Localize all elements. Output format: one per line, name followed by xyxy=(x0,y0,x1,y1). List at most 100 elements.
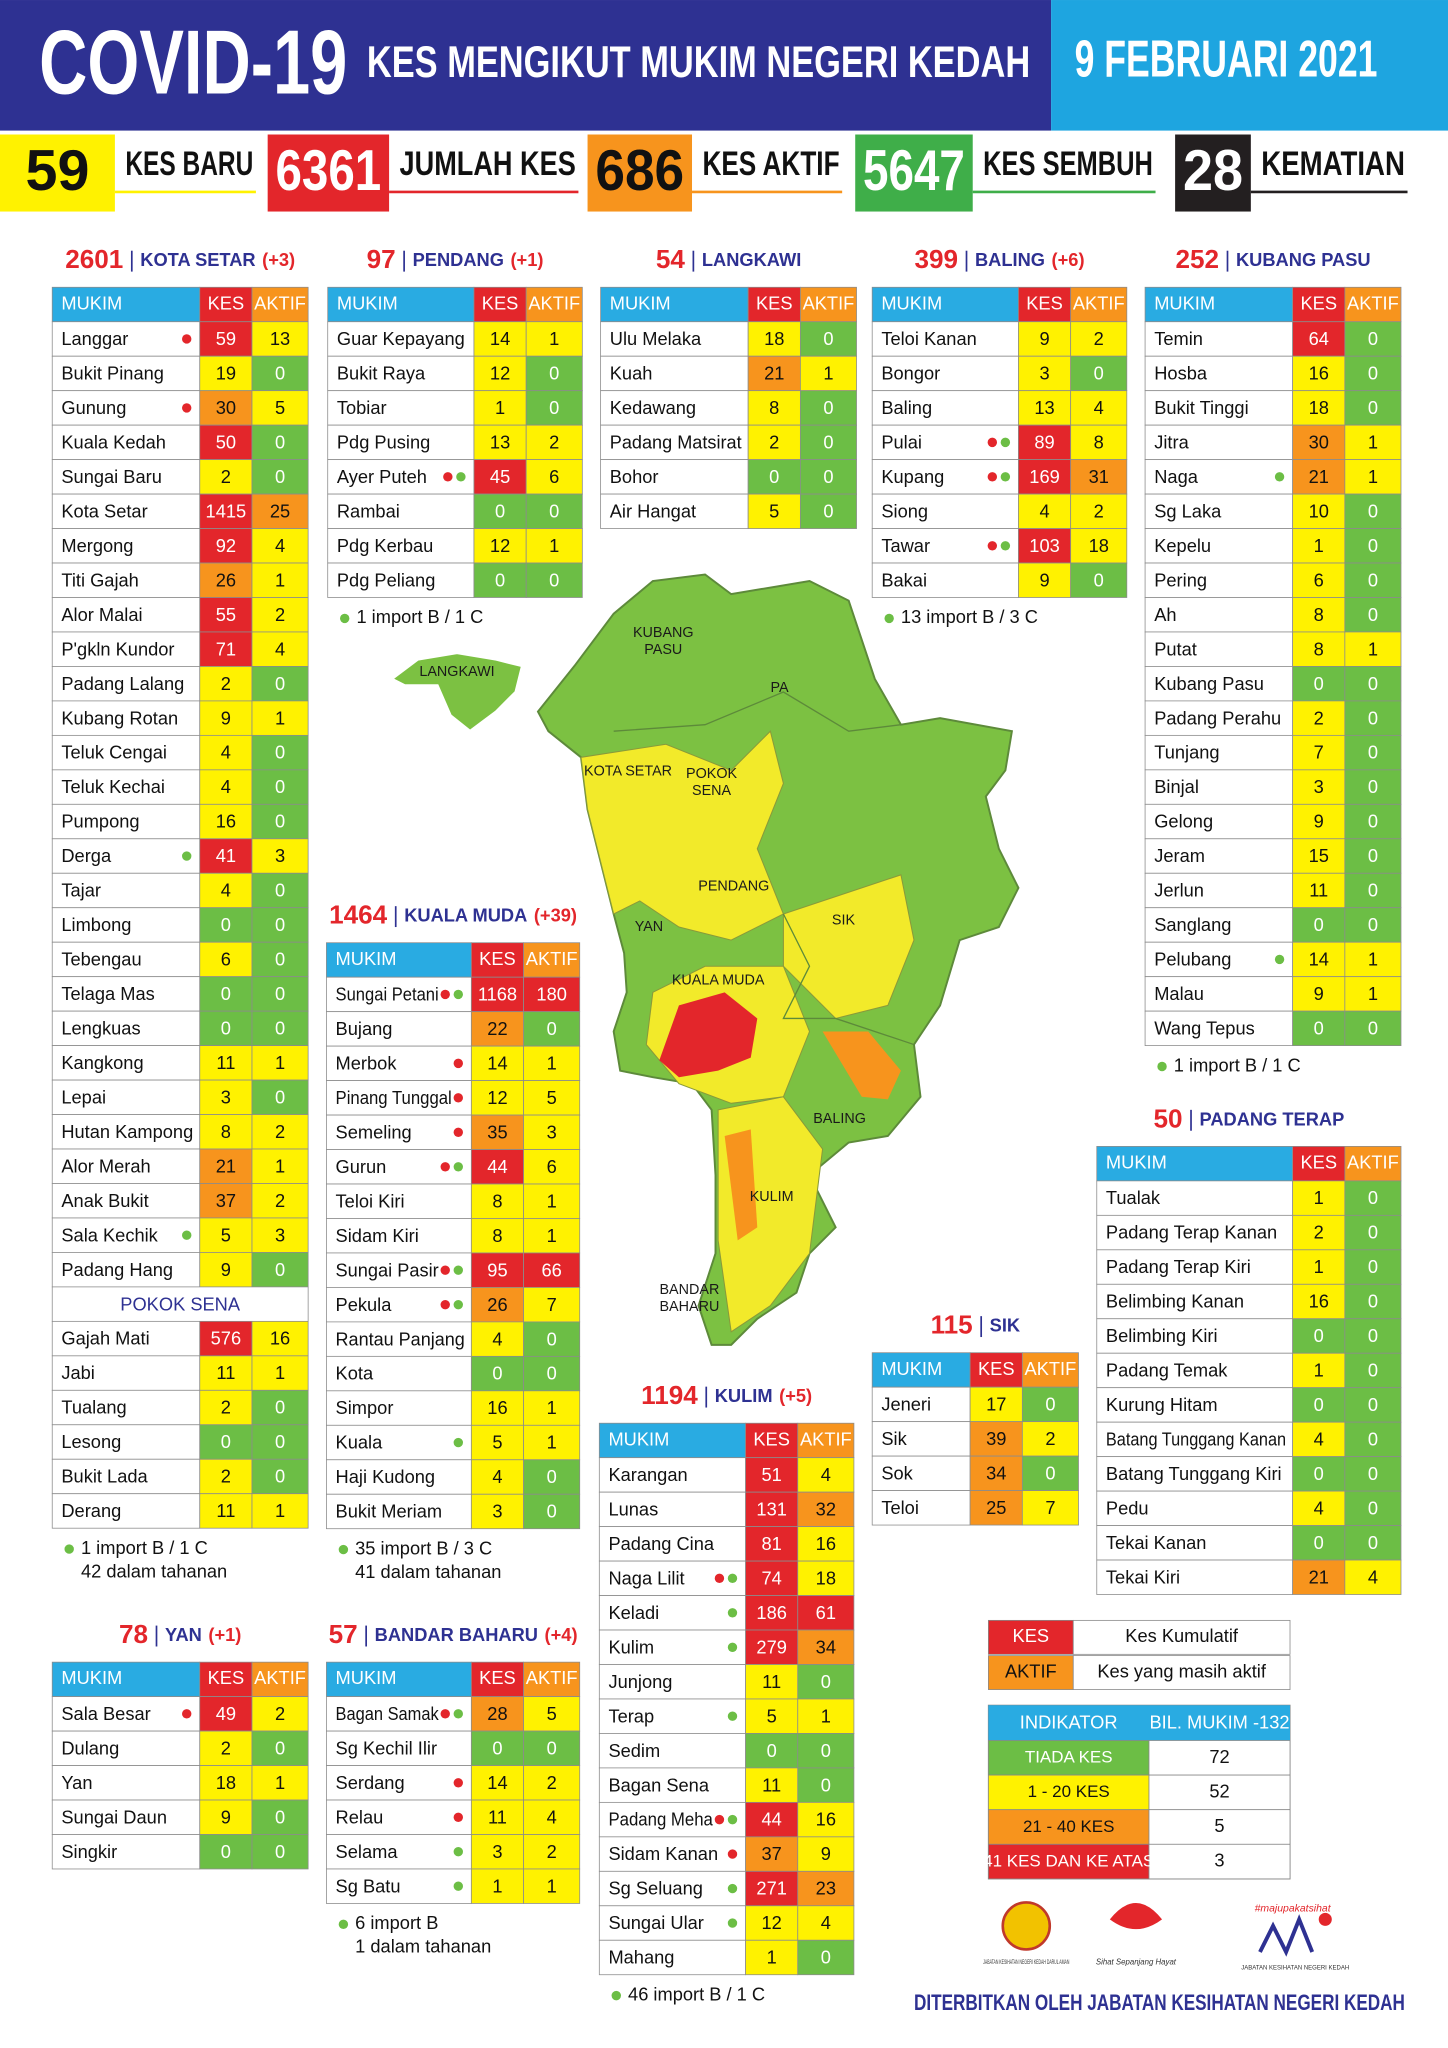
table-cell xyxy=(1096,1525,1294,1561)
table-cell xyxy=(251,286,309,323)
logo-figures xyxy=(1258,1914,1315,1957)
district-name: SIK xyxy=(990,1314,1021,1335)
table-cell xyxy=(1292,286,1346,323)
aktif-value: 1 xyxy=(275,1155,285,1176)
table-cell xyxy=(251,493,309,529)
aktif-value: 4 xyxy=(821,1464,831,1485)
mukim-name: Kuah xyxy=(610,363,653,384)
table-cell xyxy=(251,1010,309,1047)
aktif-value: 2 xyxy=(275,1121,285,1142)
table-cell xyxy=(1018,459,1072,495)
table-cell xyxy=(1344,1146,1402,1182)
aktif-value: 0 xyxy=(1368,1291,1378,1312)
kes-value: 12 xyxy=(761,1912,781,1933)
indicator-count-cell xyxy=(1148,1809,1291,1845)
status-dot xyxy=(987,472,998,482)
aktif-value: 1 xyxy=(275,1772,285,1793)
aktif-value: 0 xyxy=(1368,1429,1378,1450)
table-cell xyxy=(251,1079,309,1115)
kes-value: 4 xyxy=(221,742,231,763)
map-label: KULIM xyxy=(750,1189,794,1205)
table-cell xyxy=(251,390,309,426)
aktif-value: 4 xyxy=(275,535,285,556)
aktif-value: 0 xyxy=(275,776,285,797)
table-cell xyxy=(745,1733,799,1769)
mukim-name: Kurung Hitam xyxy=(1106,1394,1218,1415)
mukim-name: Batang Tunggang Kiri xyxy=(1106,1463,1282,1484)
mukim-name: Padang Terap Kanan xyxy=(1106,1222,1277,1243)
mukim-name: Padang Lalang xyxy=(61,673,184,694)
table-cell xyxy=(1096,1318,1294,1354)
mukim-name: Belimbing Kanan xyxy=(1106,1291,1244,1312)
table-cell xyxy=(797,1664,855,1700)
table-cell xyxy=(1144,941,1294,978)
table-cell xyxy=(1344,769,1402,805)
table-cell xyxy=(473,355,527,392)
table-cell xyxy=(326,1799,472,1835)
table-cell xyxy=(199,1730,253,1766)
summary-value: 686 xyxy=(595,139,684,203)
kes-value: 51 xyxy=(761,1464,781,1485)
kes-value: 1 xyxy=(1314,1256,1324,1277)
aktif-value: 0 xyxy=(821,1740,831,1761)
kes-value: 0 xyxy=(1314,1325,1324,1346)
aktif-value: 5 xyxy=(547,1703,557,1724)
table-cell xyxy=(1021,1352,1079,1388)
kes-value: 7 xyxy=(1314,742,1324,763)
table-cell xyxy=(1344,1352,1402,1389)
aktif-value: 0 xyxy=(1368,845,1378,866)
table-cell xyxy=(473,459,527,495)
table-cell xyxy=(51,631,201,667)
status-dot xyxy=(453,1847,463,1857)
aktif-value: 0 xyxy=(275,432,285,453)
aktif-value: 1 xyxy=(547,1432,557,1453)
table-cell xyxy=(1144,390,1294,426)
summary-label: KES BARU xyxy=(125,145,253,183)
table-cell xyxy=(1018,390,1072,426)
table-cell xyxy=(1344,286,1402,323)
aktif-value: 0 xyxy=(821,1774,831,1795)
mukim-name: Alor Merah xyxy=(61,1155,150,1176)
kes-value: 9 xyxy=(1314,983,1324,1004)
column-header: AKTIF xyxy=(1347,292,1399,313)
indicator-label: 41 KES DAN KE ATAS xyxy=(983,1851,1154,1870)
aktif-value: 6 xyxy=(547,1156,557,1177)
district-change: (+4) xyxy=(545,1624,578,1645)
mukim-name: Tunjang xyxy=(1154,742,1219,763)
table-cell xyxy=(1344,700,1402,736)
district-total: 54 xyxy=(656,244,686,274)
legend-key-label: KES xyxy=(1013,1625,1050,1646)
status-dot xyxy=(727,1608,738,1618)
aktif-value: 2 xyxy=(275,604,285,625)
aktif-value: 61 xyxy=(816,1602,836,1623)
aktif-value: 0 xyxy=(1368,1497,1378,1518)
table-cell xyxy=(251,1183,309,1219)
mukim-name: Bagan Samak xyxy=(336,1703,440,1724)
mukim-name: Sala Kechik xyxy=(61,1224,158,1245)
table-cell xyxy=(199,459,253,495)
table-cell xyxy=(1292,700,1346,736)
table-cell xyxy=(199,1355,253,1391)
note-bullet xyxy=(338,1919,349,1930)
note: 35 import B / 3 C xyxy=(355,1537,492,1558)
table-cell xyxy=(523,1834,581,1870)
status-dot xyxy=(182,1709,192,1719)
aktif-value: 1 xyxy=(547,1875,557,1896)
map-label: KOTA SETAR xyxy=(584,763,672,779)
table-cell xyxy=(523,1696,581,1732)
aktif-value: 0 xyxy=(1368,1360,1378,1381)
column-header: KES xyxy=(479,948,516,969)
aktif-value: 7 xyxy=(1045,1497,1055,1518)
table-cell xyxy=(1292,562,1346,598)
table-cell xyxy=(523,1730,581,1766)
table-cell xyxy=(470,1493,524,1530)
table-cell xyxy=(251,803,309,840)
table-cell xyxy=(525,286,583,323)
district-title: 57 BANDAR BAHARU (+4) xyxy=(329,1619,578,1649)
table-cell xyxy=(871,493,1019,529)
indicator-swatch xyxy=(988,1843,1150,1880)
aktif-value: 0 xyxy=(275,1737,285,1758)
table-cell xyxy=(1344,941,1402,978)
aktif-value: 0 xyxy=(549,569,559,590)
table-cell xyxy=(470,1114,524,1150)
